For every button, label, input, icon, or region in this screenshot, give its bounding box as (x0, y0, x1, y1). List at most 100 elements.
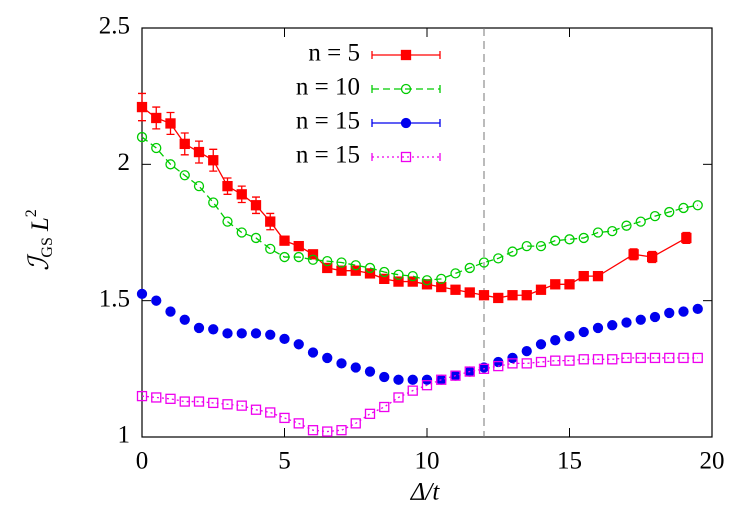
marker (307, 254, 319, 265)
marker (322, 255, 333, 267)
marker (222, 399, 233, 410)
marker (550, 279, 561, 290)
marker (421, 374, 433, 385)
marker (407, 385, 418, 396)
marker (421, 380, 433, 391)
marker (550, 355, 561, 366)
marker (379, 371, 390, 383)
marker (421, 275, 433, 286)
marker (364, 366, 376, 377)
marker (464, 366, 475, 377)
marker (664, 352, 675, 364)
marker (307, 347, 319, 358)
series: n = 5 (136, 40, 692, 304)
marker (678, 202, 689, 214)
marker (379, 266, 390, 278)
marker (265, 243, 276, 255)
marker (336, 265, 347, 276)
marker (236, 400, 247, 411)
x-axis-label: Δ/t (410, 479, 441, 506)
marker (208, 197, 219, 208)
marker (607, 320, 618, 331)
marker (649, 210, 661, 222)
marker (322, 262, 333, 274)
marker (279, 235, 290, 246)
marker (493, 253, 504, 264)
marker (400, 49, 412, 61)
marker (400, 83, 412, 95)
marker (165, 393, 176, 404)
marker (635, 314, 646, 325)
marker (322, 352, 333, 364)
y-tick-label: 1.5 (99, 285, 130, 312)
x-tick-label: 5 (278, 448, 291, 475)
y-tick-label: 2.5 (99, 13, 130, 40)
marker (322, 426, 333, 437)
marker (478, 363, 490, 374)
marker (647, 251, 658, 263)
y-tick-label: 2 (118, 149, 131, 176)
marker (521, 290, 532, 301)
marker (236, 227, 247, 238)
marker (578, 232, 589, 244)
marker (592, 354, 604, 365)
marker (621, 220, 632, 231)
y-label-power: 2 (23, 209, 40, 217)
marker (222, 216, 233, 227)
marker (379, 273, 390, 285)
series: n = 10 (136, 74, 703, 286)
series-line (141, 357, 698, 433)
marker (478, 257, 490, 268)
marker (678, 306, 689, 317)
marker (478, 290, 490, 301)
marker (535, 339, 547, 350)
marker (521, 240, 532, 252)
marker (136, 390, 148, 402)
legend-label: n = 15 (296, 142, 360, 169)
marker (307, 249, 319, 260)
marker (293, 339, 304, 350)
marker (265, 407, 276, 418)
y-label-subscript: GS (39, 237, 56, 257)
marker (450, 284, 461, 295)
marker (151, 142, 162, 154)
marker (407, 374, 418, 385)
x-tick-label: 10 (415, 448, 440, 475)
marker (681, 232, 692, 244)
marker (379, 401, 390, 413)
marker (400, 151, 412, 163)
marker (578, 270, 589, 282)
marker (578, 326, 589, 338)
marker (507, 246, 518, 257)
marker (165, 159, 176, 170)
marker (364, 262, 376, 274)
marker (535, 240, 547, 252)
marker (407, 270, 418, 282)
marker (535, 356, 547, 368)
marker (151, 295, 162, 306)
marker (179, 396, 190, 407)
legend-label: n = 15 (296, 108, 360, 135)
marker (436, 273, 447, 285)
marker (407, 276, 418, 287)
marker (635, 352, 646, 364)
marker (250, 328, 262, 339)
marker (521, 345, 532, 357)
marker (436, 281, 447, 293)
marker (493, 292, 504, 304)
marker (436, 374, 447, 385)
marker (535, 284, 547, 295)
marker (336, 425, 347, 436)
marker (279, 412, 290, 424)
marker (521, 358, 532, 369)
marker (265, 329, 276, 340)
marker (450, 370, 461, 381)
marker (664, 307, 675, 319)
marker (664, 206, 675, 218)
marker (222, 180, 233, 192)
marker (151, 112, 162, 124)
legend-label: n = 10 (296, 74, 360, 101)
marker (621, 317, 632, 328)
marker (649, 352, 661, 364)
